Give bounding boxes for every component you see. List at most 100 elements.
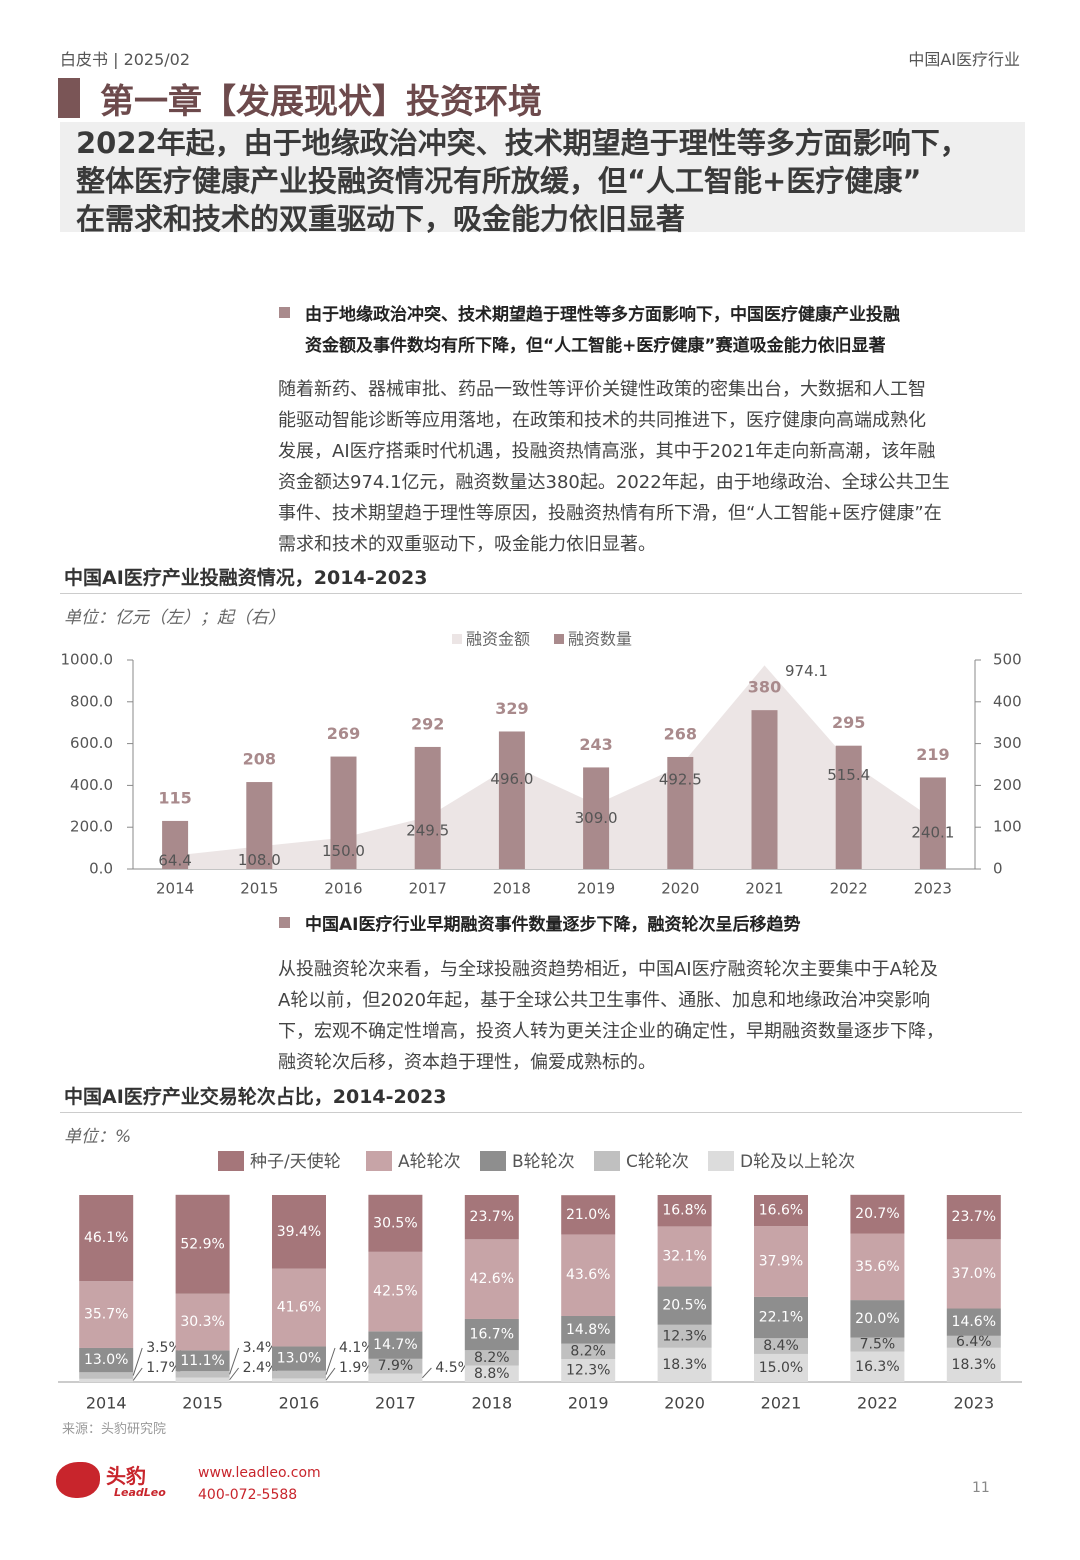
bar-value-label: 219 [916, 745, 949, 764]
paragraph-line: 从投融资轮次来看，与全球投融资趋势相近，中国AI医疗融资轮次主要集中于A轮及 [278, 959, 938, 980]
bullet-mark [279, 307, 290, 318]
bar-value-label: 208 [243, 750, 276, 769]
bar-segment [657, 1324, 712, 1348]
x-tick-label: 2018 [471, 1394, 512, 1413]
bar-segment [946, 1239, 1001, 1309]
paragraph-line: 下，宏观不确定性增高，投资人转为更关注企业的确定性，早期融资数量逐步下降， [278, 1021, 944, 1042]
chart-unit: 单位：% [64, 1127, 132, 1147]
y2-tick-label: 100 [993, 818, 1022, 836]
segment-label: 13.0% [84, 1352, 128, 1368]
leader-line [325, 1367, 336, 1381]
segment-label: 11.1% [180, 1353, 224, 1369]
legend-label: A轮轮次 [398, 1152, 461, 1172]
headline: 在需求和技术的双重驱动下，吸金能力依旧显著 [76, 202, 686, 236]
bar [498, 731, 525, 869]
legend-swatch [480, 1151, 506, 1171]
x-tick-label: 2017 [375, 1394, 416, 1413]
bar-segment [561, 1234, 616, 1316]
segment-label: 42.6% [470, 1271, 514, 1287]
x-tick-label: 2020 [664, 1394, 705, 1413]
y-tick-label: 0.0 [89, 860, 113, 878]
segment-label: 30.5% [373, 1215, 417, 1231]
y-tick-label: 1000.0 [61, 651, 114, 669]
paragraph-line: 能驱动智能诊断等应用落地，在政策和技术的共同推进下，医疗健康向高端成熟化 [278, 410, 926, 431]
bar-segment [850, 1194, 905, 1234]
segment-label: 21.0% [566, 1207, 610, 1223]
paragraph-line: 事件、技术期望趋于理性等原因，投融资热情有所下滑，但“人工智能+医疗健康”在 [278, 503, 942, 524]
bar [667, 756, 694, 869]
legend-label: 融资数量 [568, 630, 632, 649]
bar-segment [754, 1226, 808, 1297]
legend-swatch [452, 634, 462, 644]
legend-label: C轮轮次 [626, 1152, 689, 1172]
x-tick-label: 2016 [279, 1394, 320, 1413]
area-value-label: 150.0 [322, 842, 365, 860]
bar-segment [79, 1347, 134, 1373]
bar [751, 710, 778, 869]
segment-label: 32.1% [662, 1248, 706, 1264]
x-tick-label: 2022 [857, 1394, 898, 1413]
bar-value-label: 243 [579, 735, 612, 754]
bar-value-label: 292 [411, 714, 444, 733]
bar-segment [946, 1195, 1001, 1240]
bar-segment [272, 1268, 326, 1347]
x-tick-label: 2014 [156, 880, 194, 898]
segment-label: 23.7% [470, 1209, 514, 1225]
leader-line [325, 1347, 336, 1375]
header-left: 白皮书 | 2025/02 [60, 50, 191, 69]
bar-segment [850, 1351, 905, 1382]
source: 来源：头豹研究院 [62, 1422, 167, 1437]
bar-segment [657, 1347, 712, 1382]
legend-swatch [218, 1151, 244, 1171]
segment-label: 46.1% [84, 1230, 128, 1246]
bullet: 中国AI医疗行业早期融资事件数量逐步下降，融资轮次呈后移趋势 [305, 915, 801, 935]
bar-value-label: 295 [832, 713, 865, 732]
legend-label: D轮及以上轮次 [740, 1152, 855, 1172]
bar-segment [79, 1372, 134, 1379]
bar [414, 746, 441, 869]
y2-tick-label: 500 [993, 651, 1022, 669]
segment-label: 37.0% [952, 1266, 996, 1282]
segment-label: 8.8% [474, 1366, 510, 1382]
headline: 2022年起，由于地缘政治冲突、技术期望趋于理性等多方面影响下， [76, 126, 969, 160]
bar-segment [175, 1377, 230, 1382]
x-tick-label: 2022 [830, 880, 868, 898]
legend-swatch [708, 1151, 734, 1171]
segment-label: 14.6% [952, 1314, 996, 1330]
area [175, 665, 933, 869]
bar [246, 782, 273, 869]
segment-label: 15.0% [759, 1360, 803, 1376]
area-value-label: 108.0 [238, 851, 281, 869]
bar [835, 745, 862, 869]
segment-label: 8.2% [474, 1350, 510, 1366]
segment-label: 20.7% [855, 1206, 899, 1222]
paragraph-line: 发展，AI医疗搭乘时代机遇，投融资热情高涨，其中于2021年走向新高潮，该年融 [278, 441, 936, 462]
segment-label: 7.9% [378, 1358, 414, 1374]
leader-line [422, 1367, 432, 1379]
bar-value-label: 380 [748, 678, 781, 697]
bar-segment [175, 1293, 230, 1351]
bar-segment [561, 1343, 616, 1359]
bar-segment [368, 1373, 423, 1382]
bar-segment [657, 1286, 712, 1325]
x-tick-label: 2015 [182, 1394, 223, 1413]
bar-segment [464, 1239, 519, 1319]
segment-label: 1.9% [339, 1360, 375, 1376]
headline: 整体医疗健康产业投融资情况有所放缓，但“人工智能+医疗健康” [76, 164, 922, 198]
bar-segment [754, 1195, 808, 1227]
chart-title: 中国AI医疗产业交易轮次占比，2014-2023 [64, 1086, 447, 1108]
segment-label: 13.0% [277, 1351, 321, 1367]
bar-segment [464, 1350, 519, 1366]
area-value-label: 496.0 [490, 770, 533, 788]
rule [60, 593, 1022, 594]
paragraph-line: 资金额达974.1亿元，融资数量达380起。2022年起，由于地缘政治、全球公共… [278, 472, 950, 493]
bar [330, 756, 357, 869]
legend-swatch [594, 1151, 620, 1171]
area-value-label: 974.1 [785, 662, 828, 680]
bar-segment [850, 1300, 905, 1338]
chapter-mark [58, 78, 80, 118]
segment-label: 8.2% [570, 1343, 606, 1359]
segment-label: 12.3% [662, 1328, 706, 1344]
bar [919, 777, 946, 869]
